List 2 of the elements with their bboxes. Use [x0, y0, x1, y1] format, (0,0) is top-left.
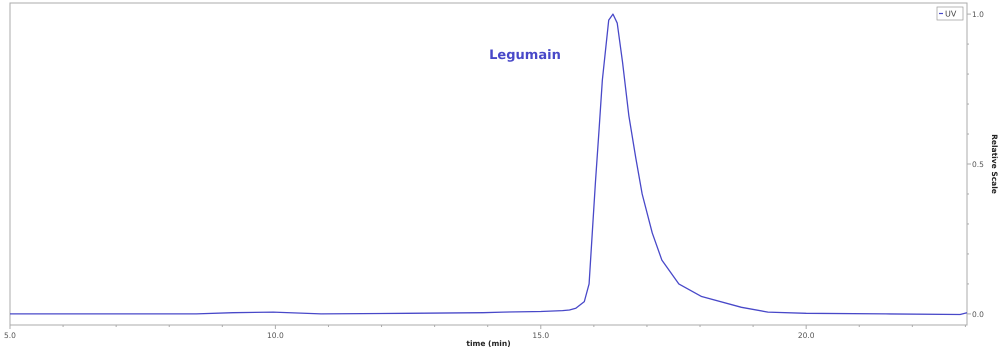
legend-label: UV — [945, 10, 957, 18]
annotation: Legumain — [489, 48, 561, 63]
